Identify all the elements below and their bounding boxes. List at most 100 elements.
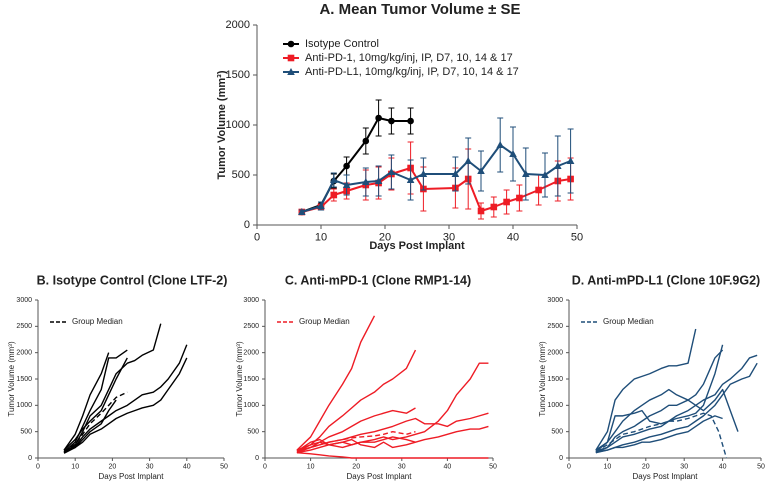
x-tick-label: 30	[680, 463, 688, 470]
series-line	[296, 315, 376, 451]
median-line	[296, 430, 416, 452]
y-tick-label: 1000	[547, 402, 563, 409]
marker	[535, 186, 542, 194]
legend-label: Anti-PD-1, 10mg/kg/inj, IP, D7, 10, 14 &…	[305, 52, 513, 64]
series-line	[595, 344, 724, 453]
series-line	[595, 349, 724, 454]
series-line	[63, 399, 117, 454]
series-line	[296, 438, 416, 452]
x-tick-label: 0	[254, 232, 260, 244]
marker	[287, 68, 295, 75]
marker	[541, 171, 549, 178]
y-tick-label: 1500	[16, 376, 32, 383]
marker	[343, 162, 350, 170]
marker	[298, 208, 306, 215]
marker	[362, 137, 370, 145]
x-tick-label: 0	[36, 463, 40, 470]
x-tick-label: 20	[352, 463, 360, 470]
legend-label: Group Median	[72, 317, 123, 326]
x-tick-label: 10	[315, 232, 327, 244]
series-line	[63, 357, 188, 453]
chart-title: B. Isotype Control (Clone LTF-2)	[37, 273, 228, 287]
x-tick-label: 30	[398, 463, 406, 470]
x-tick-label: 20	[109, 463, 117, 470]
marker	[419, 170, 428, 177]
y-tick-label: 500	[232, 169, 250, 181]
marker	[287, 54, 295, 62]
y-tick-label: 1500	[243, 376, 259, 383]
marker	[503, 198, 510, 206]
x-tick-label: 20	[642, 463, 650, 470]
marker	[287, 40, 295, 48]
marker	[374, 177, 383, 184]
x-tick-label: 50	[757, 463, 765, 470]
marker	[477, 207, 485, 215]
y-axis-label: Tumor Volume (mm³)	[235, 341, 244, 417]
x-axis-label: Days Post Implant	[633, 472, 699, 481]
series-line	[595, 354, 758, 452]
marker	[330, 176, 338, 183]
y-tick-label: 2000	[226, 19, 250, 31]
legend-label: Group Median	[603, 317, 654, 326]
marker	[388, 117, 395, 125]
x-tick-label: 0	[263, 463, 267, 470]
series-line	[63, 352, 110, 451]
y-tick-label: 500	[247, 429, 259, 436]
y-tick-label: 2500	[16, 323, 32, 330]
median-line	[595, 412, 728, 459]
series-line	[301, 144, 571, 213]
marker	[516, 194, 523, 202]
y-tick-label: 3000	[547, 297, 563, 304]
y-tick-label: 0	[244, 219, 250, 231]
x-axis-label: Days Post Implant	[347, 472, 413, 481]
series-line	[296, 407, 416, 454]
y-tick-label: 0	[28, 455, 32, 462]
median-line	[63, 391, 128, 453]
marker	[407, 117, 414, 125]
y-tick-label: 1000	[243, 402, 259, 409]
x-axis-label: Days Post Implant	[99, 472, 165, 481]
chart-title: D. Anti-mPD-L1 (Clone 10F.9G2)	[572, 273, 760, 287]
y-tick-label: 1500	[547, 376, 563, 383]
marker	[522, 170, 530, 177]
series-line	[296, 452, 489, 459]
marker	[317, 202, 325, 209]
y-axis-label: Tumor Volume (mm³)	[538, 341, 547, 417]
series-line	[296, 349, 417, 453]
series-line	[595, 415, 723, 454]
marker	[566, 157, 575, 164]
marker	[406, 176, 415, 183]
y-tick-label: 2500	[547, 323, 563, 330]
series-line	[63, 349, 128, 453]
series-line	[595, 388, 739, 451]
marker	[496, 141, 504, 148]
marker	[330, 191, 338, 199]
legend-label: Isotype Control	[305, 38, 379, 50]
x-tick-label: 50	[220, 463, 228, 470]
y-tick-label: 1000	[16, 402, 32, 409]
x-axis-label: Days Post Implant	[369, 240, 465, 252]
chart-title: A. Mean Tumor Volume ± SE	[319, 1, 520, 18]
x-tick-label: 20	[379, 232, 391, 244]
y-tick-label: 2500	[243, 323, 259, 330]
y-axis-label: Tumor Volume (mm³)	[216, 70, 228, 179]
marker	[509, 150, 517, 157]
y-tick-label: 2000	[243, 350, 259, 357]
y-tick-label: 500	[20, 429, 32, 436]
y-tick-label: 3000	[16, 297, 32, 304]
y-tick-label: 1500	[226, 69, 250, 81]
y-tick-label: 1000	[226, 119, 250, 131]
series-line	[595, 328, 697, 451]
y-tick-label: 0	[559, 455, 563, 462]
marker	[477, 167, 485, 174]
x-tick-label: 40	[444, 463, 452, 470]
x-tick-label: 40	[719, 463, 727, 470]
y-tick-label: 500	[551, 429, 563, 436]
series-line	[595, 362, 758, 453]
series-line	[63, 357, 128, 451]
x-tick-label: 30	[443, 232, 455, 244]
x-tick-label: 40	[183, 463, 191, 470]
series-line	[301, 117, 411, 213]
legend-label: Anti-PD-L1, 10mg/kg/inj, IP, D7, 10, 14 …	[305, 66, 519, 78]
